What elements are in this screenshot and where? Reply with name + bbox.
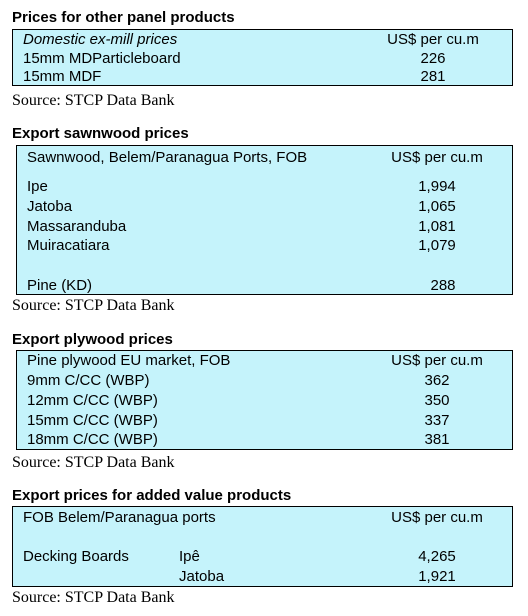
plywood-header-right: US$ per cu.m <box>391 352 483 369</box>
plywood-row-value: 381 <box>424 431 450 448</box>
panel-prices-title: Prices for other panel products <box>12 9 235 26</box>
plywood-title: Export plywood prices <box>12 331 173 348</box>
sawnwood-row-value: 288 <box>430 277 456 294</box>
panel-header-left: Domestic ex-mill prices <box>23 31 178 48</box>
sawnwood-row-value: 1,065 <box>418 198 456 215</box>
added-value-product: Decking Boards <box>23 548 129 565</box>
plywood-row-label: 18mm C/CC (WBP) <box>27 431 158 448</box>
sawnwood-row-label: Jatoba <box>27 198 73 215</box>
sawnwood-row-label: Ipe <box>27 178 48 195</box>
added-value-title: Export prices for added value products <box>12 487 292 504</box>
plywood-header-left: Pine plywood EU market, FOB <box>27 352 231 369</box>
panel-row-label: 15mm MDParticleboard <box>23 50 181 67</box>
added-value-species: Jatoba <box>179 568 225 585</box>
added-value-source: Source: STCP Data Bank <box>12 589 175 606</box>
sawnwood-table: Sawnwood, Belem/Paranagua Ports, FOB US$… <box>16 145 513 295</box>
sawnwood-row-value: 1,079 <box>418 237 456 254</box>
sawnwood-header-left: Sawnwood, Belem/Paranagua Ports, FOB <box>27 149 308 166</box>
plywood-row-value: 337 <box>424 412 450 429</box>
sawnwood-row-label: Pine (KD) <box>27 277 93 294</box>
plywood-row-label: 9mm C/CC (WBP) <box>27 372 150 389</box>
panel-source: Source: STCP Data Bank <box>12 92 175 109</box>
plywood-row-label: 15mm C/CC (WBP) <box>27 412 158 429</box>
sawnwood-source: Source: STCP Data Bank <box>12 297 175 314</box>
added-value-price: 1,921 <box>418 568 456 585</box>
sawnwood-row-value: 1,994 <box>418 178 456 195</box>
plywood-row-value: 350 <box>424 392 450 409</box>
panel-row-value: 226 <box>420 50 446 67</box>
sawnwood-header-right: US$ per cu.m <box>391 149 483 166</box>
added-value-species: Ipê <box>179 548 200 565</box>
plywood-row-label: 12mm C/CC (WBP) <box>27 392 158 409</box>
panel-header-right: US$ per cu.m <box>387 31 479 48</box>
added-value-header-right: US$ per cu.m <box>391 509 483 526</box>
sawnwood-row-label: Muiracatiara <box>27 237 110 254</box>
panel-row-label: 15mm MDF <box>23 68 102 85</box>
panel-prices-table: Domestic ex-mill prices US$ per cu.m 15m… <box>12 29 513 86</box>
plywood-source: Source: STCP Data Bank <box>12 454 175 471</box>
plywood-table: Pine plywood EU market, FOB US$ per cu.m… <box>16 350 513 450</box>
added-value-header-left: FOB Belem/Paranagua ports <box>23 509 216 526</box>
added-value-price: 4,265 <box>418 548 456 565</box>
plywood-row-value: 362 <box>424 372 450 389</box>
sawnwood-title: Export sawnwood prices <box>12 125 189 142</box>
sawnwood-row-label: Massaranduba <box>27 218 127 235</box>
added-value-table: FOB Belem/Paranagua ports US$ per cu.m D… <box>12 506 513 587</box>
sawnwood-row-value: 1,081 <box>418 218 456 235</box>
panel-row-value: 281 <box>420 68 446 85</box>
